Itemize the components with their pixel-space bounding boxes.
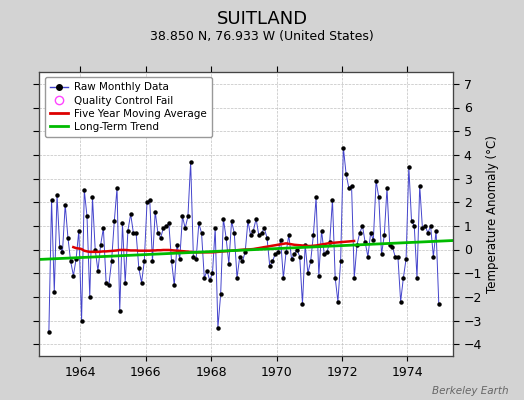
Text: 38.850 N, 76.933 W (United States): 38.850 N, 76.933 W (United States) — [150, 30, 374, 43]
Legend: Raw Monthly Data, Quality Control Fail, Five Year Moving Average, Long-Term Tren: Raw Monthly Data, Quality Control Fail, … — [45, 77, 212, 137]
Text: SUITLAND: SUITLAND — [216, 10, 308, 28]
Y-axis label: Temperature Anomaly (°C): Temperature Anomaly (°C) — [486, 135, 499, 293]
Text: Berkeley Earth: Berkeley Earth — [432, 386, 508, 396]
